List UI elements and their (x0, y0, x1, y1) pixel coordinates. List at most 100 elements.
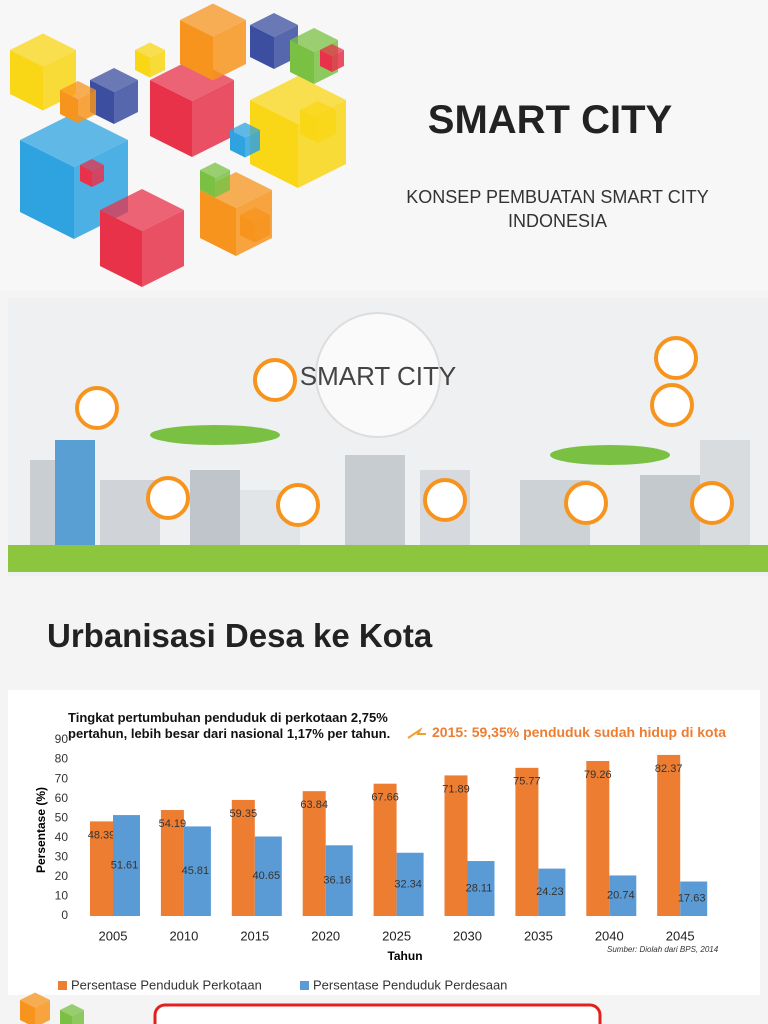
x-tick-label: 2025 (382, 928, 411, 943)
building (55, 440, 95, 545)
cube-left (20, 140, 74, 239)
x-axis-label: Tahun (387, 949, 422, 963)
subtitle: KONSEP PEMBUATAN SMART CITY INDONESIA (406, 187, 709, 231)
bar (680, 881, 708, 916)
cube-right (255, 215, 270, 243)
y-tick-label: 90 (55, 732, 69, 746)
value-label: 75.77 (513, 776, 541, 788)
x-tick-label: 2010 (169, 928, 198, 943)
legend-label: Persentase Penduduk Perkotaan (71, 977, 262, 992)
bar (373, 783, 397, 916)
illustration-label: SMART CITY (300, 361, 457, 391)
y-axis-label: Persentase (%) (34, 787, 48, 873)
cube-left (290, 40, 314, 84)
cube-left (320, 50, 332, 72)
x-tick-label: 2015 (240, 928, 269, 943)
arrow-icon (407, 727, 426, 739)
bar (231, 799, 255, 916)
value-label: 45.81 (182, 865, 210, 877)
cube-left (250, 25, 274, 69)
value-label: 48.39 (88, 829, 116, 841)
bar (90, 821, 113, 916)
cube-right (142, 210, 184, 287)
y-tick-label: 20 (55, 869, 69, 883)
buildings (30, 336, 750, 545)
cube-left (240, 215, 255, 243)
cube-left (10, 50, 43, 111)
title: SMART CITY (427, 98, 673, 142)
x-tick-label: 2040 (595, 928, 624, 943)
cube-right (78, 90, 96, 123)
value-label: 67.66 (371, 792, 399, 804)
pin (423, 478, 467, 522)
y-tick-label: 40 (55, 830, 69, 844)
bar (515, 767, 539, 916)
cube-left (80, 165, 92, 187)
cube-left (250, 100, 298, 188)
bar (538, 868, 566, 916)
legend-swatch (300, 981, 309, 990)
cube-left (180, 20, 213, 81)
pin (253, 358, 297, 402)
y-tick-label: 0 (61, 908, 68, 922)
chart-source: Sumber: Diolah dari BPS, 2014 (607, 945, 719, 954)
pin (650, 383, 694, 427)
cube-left (200, 170, 215, 198)
pin (564, 481, 608, 525)
value-label: 82.37 (655, 763, 683, 775)
value-label: 32.34 (394, 878, 422, 890)
value-label: 51.61 (111, 859, 139, 871)
x-tick-label: 2005 (99, 928, 128, 943)
cube-left (60, 1010, 72, 1024)
value-label: 63.84 (300, 799, 328, 811)
cube-left (60, 90, 78, 123)
bar (160, 810, 184, 916)
cube-left (20, 1000, 35, 1024)
bar (467, 861, 495, 916)
cube-right (318, 110, 336, 143)
x-tick-label: 2020 (311, 928, 340, 943)
section-title: Urbanisasi Desa ke Kota (47, 617, 433, 654)
x-tick-label: 2035 (524, 928, 553, 943)
callout-box (153, 1003, 602, 1024)
bar (586, 761, 610, 916)
y-tick-label: 10 (55, 889, 69, 903)
chart-annotation: Tingkat pertumbuhan penduduk di perkotaa… (68, 710, 391, 741)
island (150, 425, 280, 445)
building (190, 470, 240, 545)
bar (302, 791, 326, 916)
cube-left (230, 130, 245, 158)
pin (654, 336, 698, 380)
cube-left (135, 50, 150, 78)
value-label: 17.63 (678, 893, 706, 905)
cube-right (150, 50, 165, 78)
value-label: 59.35 (230, 808, 258, 820)
value-label: 71.89 (442, 783, 470, 795)
cube-right (215, 170, 230, 198)
value-label: 54.19 (159, 818, 187, 830)
bar (183, 826, 211, 916)
y-tick-label: 60 (55, 791, 69, 805)
value-label: 40.65 (253, 870, 281, 882)
cube-right (332, 50, 344, 72)
island (550, 445, 670, 465)
value-label: 79.26 (584, 769, 612, 781)
cube-right (72, 1010, 84, 1024)
bar (444, 775, 468, 916)
cube-left (300, 110, 318, 143)
ground (8, 545, 768, 572)
pin (146, 476, 190, 520)
bar (609, 875, 637, 916)
pin (690, 481, 734, 525)
bar (657, 754, 681, 916)
pin (75, 386, 119, 430)
y-tick-label: 30 (55, 850, 69, 864)
cube-right (245, 130, 260, 158)
cube-left (200, 190, 236, 256)
building (640, 475, 700, 545)
building (345, 455, 405, 545)
cube-left (150, 80, 192, 157)
y-tick-label: 80 (55, 752, 69, 766)
